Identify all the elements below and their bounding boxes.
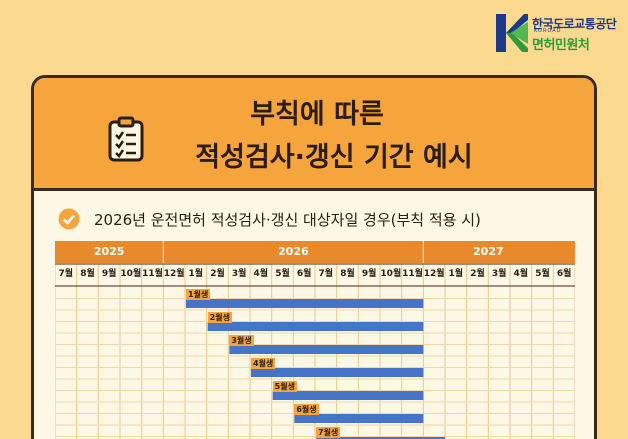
birth-month-label: 4월생 — [251, 358, 276, 369]
month-label: 7월 — [58, 269, 74, 279]
month-label: 9월 — [101, 269, 117, 279]
year-label-2027: 2027 — [473, 245, 504, 258]
month-label: 2월 — [210, 269, 225, 279]
month-label: 7월 — [318, 269, 334, 279]
card-header: 부칙에 따른 적성검사·갱신 기간 예시 — [34, 78, 594, 191]
title-line2: 적성검사·갱신 기간 예시 — [195, 142, 473, 173]
month-label: 9월 — [361, 269, 377, 279]
month-label: 2월 — [470, 269, 485, 279]
month-label: 12월 — [423, 269, 445, 279]
month-label: 4월 — [253, 269, 269, 279]
year-label-2026: 2026 — [278, 245, 309, 258]
month-label: 11월 — [142, 269, 163, 279]
month-label: 11월 — [402, 269, 423, 279]
month-label: 5월 — [535, 269, 550, 279]
birth-month-label: 7월생 — [316, 427, 341, 438]
month-label: 10월 — [380, 269, 402, 279]
birth-month-label: 1월생 — [186, 289, 211, 300]
month-label: 10월 — [120, 269, 142, 279]
month-label: 6월 — [296, 269, 312, 279]
dept-name: 면허민원처 — [532, 38, 590, 53]
month-label: 8월 — [80, 269, 95, 279]
period-bar — [186, 299, 424, 308]
period-bar — [294, 414, 424, 423]
org-sub: KOROAD — [534, 28, 562, 34]
month-label: 3월 — [491, 269, 507, 279]
period-bar — [207, 322, 424, 331]
month-label: 12월 — [163, 269, 185, 279]
title-line1: 부칙에 따른 — [250, 99, 384, 130]
birth-month-label: 5월생 — [272, 381, 297, 392]
timeline-chart: 2025 2026 2027 7월 8월 9월 10월 11월 12월 1월 2월 3월 4월 5월 6월 7… — [55, 241, 575, 439]
period-bar — [272, 391, 424, 400]
month-label: 4월 — [513, 269, 529, 279]
month-label: 1월 — [188, 269, 204, 279]
check-circle-icon — [58, 208, 80, 230]
period-bar — [316, 437, 445, 439]
birth-month-label: 3월생 — [229, 335, 254, 346]
birth-month-label: 2월생 — [207, 312, 232, 323]
month-label: 3월 — [231, 269, 247, 279]
period-bar — [229, 345, 424, 354]
birth-month-label: 6월생 — [294, 404, 319, 415]
month-label: 6월 — [556, 269, 572, 279]
month-label: 5월 — [275, 269, 290, 279]
year-label-2025: 2025 — [93, 245, 125, 258]
org-name: 한국도로교통공단 — [532, 17, 617, 31]
clipboard-checklist-icon — [108, 116, 144, 162]
period-bar — [251, 368, 424, 377]
month-label: 1월 — [448, 269, 464, 279]
koroad-k-mark-icon — [496, 14, 528, 52]
subheading-text: 2026년 운전면허 적성검사·갱신 대상자일 경우(부칙 적용 시) — [94, 211, 481, 229]
koroad-logo: 한국도로교통공단 KOROAD 면허민원처 — [496, 14, 617, 54]
month-label: 8월 — [340, 269, 355, 279]
